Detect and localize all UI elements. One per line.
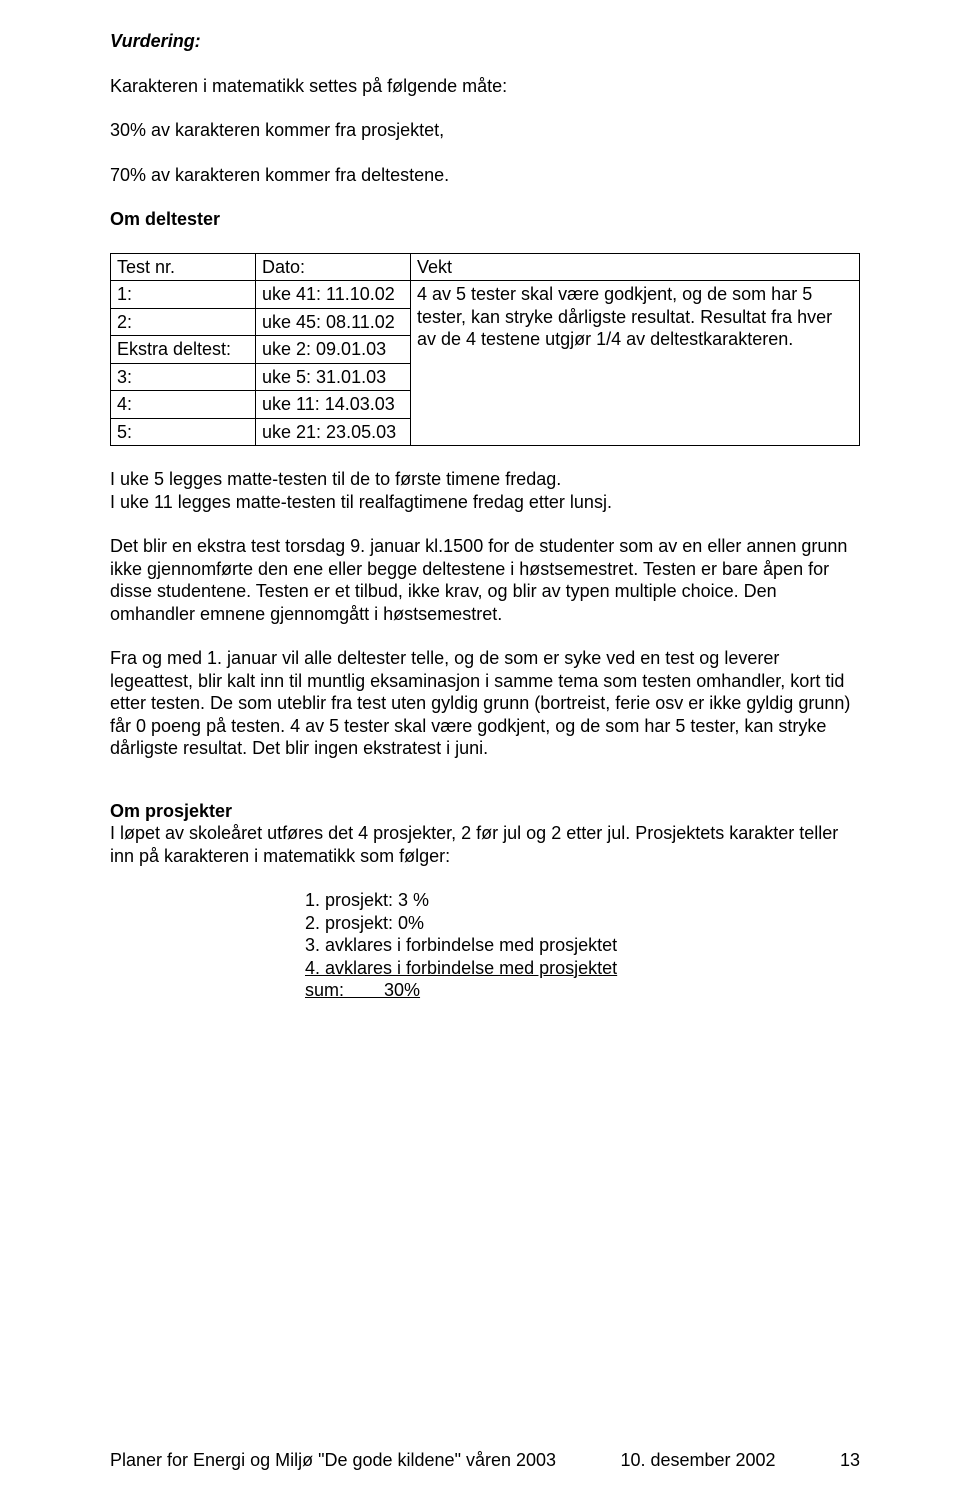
paragraph-ekstratest: Det blir en ekstra test torsdag 9. janua… — [110, 535, 860, 625]
project-list: 1. prosjekt: 3 % 2. prosjekt: 0% 3. avkl… — [110, 889, 860, 1002]
footer-page-number: 13 — [840, 1449, 860, 1472]
subheading-deltester: Om deltester — [110, 208, 860, 231]
list-item: 4. avklares i forbindelse med prosjektet — [305, 957, 860, 980]
test-table: Test nr. Dato: Vekt 1: uke 41: 11.10.02 … — [110, 253, 860, 447]
list-item: 3. avklares i forbindelse med prosjektet — [305, 934, 860, 957]
cell-dato: uke 41: 11.10.02 — [256, 281, 411, 309]
cell-dato: uke 21: 23.05.03 — [256, 418, 411, 446]
page: Vurdering: Karakteren i matematikk sette… — [0, 0, 960, 1491]
paragraph-uke5: I uke 5 legges matte-testen til de to fø… — [110, 468, 860, 491]
paragraph-uke11: I uke 11 legges matte-testen til realfag… — [110, 491, 860, 514]
cell-dato: uke 5: 31.01.03 — [256, 363, 411, 391]
list-item: 2. prosjekt: 0% — [305, 912, 860, 935]
cell-vekt: 4 av 5 tester skal være godkjent, og de … — [411, 281, 860, 446]
intro-paragraph-3: 70% av karakteren kommer fra deltestene. — [110, 164, 860, 187]
section-title: Vurdering: — [110, 30, 860, 53]
cell-nr: 3: — [111, 363, 256, 391]
intro-paragraph-1: Karakteren i matematikk settes på følgen… — [110, 75, 860, 98]
intro-paragraph-2: 30% av karakteren kommer fra prosjektet, — [110, 119, 860, 142]
cell-dato: uke 11: 14.03.03 — [256, 391, 411, 419]
cell-nr: 2: — [111, 308, 256, 336]
paragraph-prosjekt: I løpet av skoleåret utføres det 4 prosj… — [110, 822, 860, 867]
page-footer: Planer for Energi og Miljø "De gode kild… — [110, 1449, 860, 1472]
list-item: 1. prosjekt: 3 % — [305, 889, 860, 912]
header-dato: Dato: — [256, 253, 411, 281]
cell-nr: 5: — [111, 418, 256, 446]
header-vekt: Vekt — [411, 253, 860, 281]
footer-mid: 10. desember 2002 — [620, 1449, 775, 1472]
cell-dato: uke 2: 09.01.03 — [256, 336, 411, 364]
cell-nr: 1: — [111, 281, 256, 309]
table-header-row: Test nr. Dato: Vekt — [111, 253, 860, 281]
cell-nr: Ekstra deltest: — [111, 336, 256, 364]
list-sum: sum: 30% — [305, 979, 860, 1002]
subheading-prosjekter: Om prosjekter — [110, 800, 860, 823]
header-testnr: Test nr. — [111, 253, 256, 281]
table-row: 1: uke 41: 11.10.02 4 av 5 tester skal v… — [111, 281, 860, 309]
footer-left: Planer for Energi og Miljø "De gode kild… — [110, 1449, 556, 1472]
cell-nr: 4: — [111, 391, 256, 419]
paragraph-framed: Fra og med 1. januar vil alle deltester … — [110, 647, 860, 760]
cell-dato: uke 45: 08.11.02 — [256, 308, 411, 336]
